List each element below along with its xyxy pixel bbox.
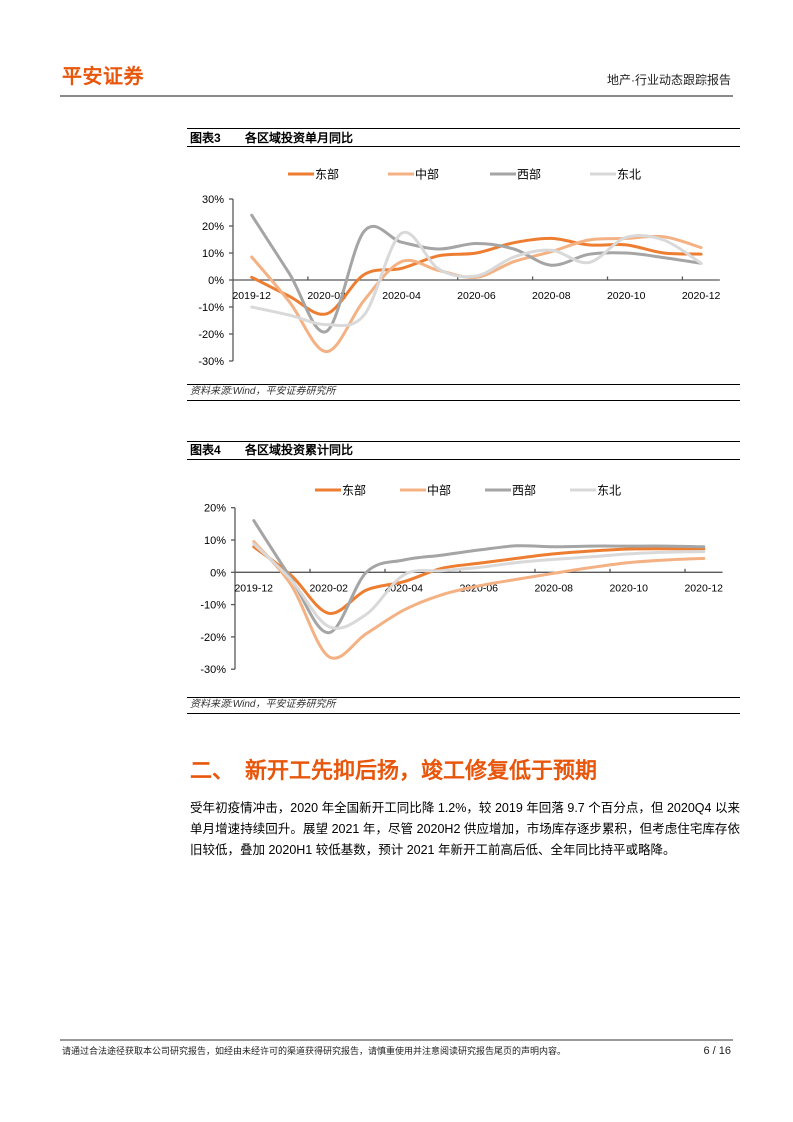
footer-divider bbox=[60, 1039, 733, 1041]
paragraph-line: 旧较低，叠加 2020H1 较低基数，预计 2021 年新开工前高后低、全年同比… bbox=[190, 843, 676, 857]
figure-3-title-rule bbox=[187, 146, 740, 147]
chart-cumulative-yoy: 东部 中部 西部 东北 20% 10% 0% -10% -20% -30% 2019-12 2020-… bbox=[200, 483, 723, 677]
legend-item: 东北 bbox=[570, 484, 621, 498]
legend-item: 中部 bbox=[400, 483, 451, 498]
company-logo: 平安证券 bbox=[62, 66, 144, 88]
x-tick-label: 2019-12 bbox=[234, 582, 273, 594]
legend-label: 西部 bbox=[512, 483, 536, 498]
x-tick-label: 2020-08 bbox=[532, 290, 571, 302]
section-number: 二、 bbox=[190, 758, 235, 783]
y-tick-label: -30% bbox=[198, 356, 224, 368]
figure-4-title-text: 各区域投资累计同比 bbox=[245, 443, 354, 457]
y-tick-label: 20% bbox=[202, 221, 224, 233]
figure-4-source: 资料来源:Wind，平安证券研究所 bbox=[190, 699, 336, 710]
x-tick-label: 2020-08 bbox=[534, 582, 573, 594]
section-heading: 二、 新开工先抑后扬，竣工修复低于预期 bbox=[190, 758, 597, 784]
body-paragraph: 受年初疫情冲击，2020 年全国新开工同比降 1.2%，较 2019 年回落 9… bbox=[190, 798, 740, 861]
series-line bbox=[250, 230, 703, 328]
y-tick-label: -20% bbox=[198, 329, 224, 341]
header-divider bbox=[60, 95, 733, 97]
figure-3-label: 图表3 bbox=[190, 131, 221, 145]
x-tick-label: 2020-10 bbox=[607, 290, 646, 302]
y-tick-label: 0% bbox=[210, 567, 226, 579]
footer-disclaimer: 请通过合法途径获取本公司研究报告，如经由未经许可的渠道获得研究报告，请慎重使用并… bbox=[62, 1046, 567, 1056]
series-line bbox=[250, 236, 703, 316]
x-tick-label: 2020-12 bbox=[682, 290, 721, 302]
legend-label: 西部 bbox=[517, 167, 541, 182]
paragraph-line: 受年初疫情冲击，2020 年全国新开工同比降 1.2%，较 2019 年回落 9… bbox=[190, 801, 740, 815]
y-tick-label: 10% bbox=[204, 535, 226, 547]
chart-monthly-yoy: 东部 中部 西部 东北 30% 20% 10% 0% -10% -20% -30% 2019-12 20… bbox=[198, 167, 721, 369]
y-tick-label: 10% bbox=[202, 248, 224, 260]
chart-legend: 东部 中部 西部 东北 bbox=[315, 483, 621, 498]
y-tick-label: -10% bbox=[198, 302, 224, 314]
x-tick-label: 2020-06 bbox=[457, 290, 496, 302]
chart-legend: 东部 中部 西部 东北 bbox=[288, 167, 641, 182]
figure-3-source-top-rule bbox=[187, 384, 740, 385]
section-title: 新开工先抑后扬，竣工修复低于预期 bbox=[245, 758, 598, 783]
legend-item: 西部 bbox=[485, 483, 536, 498]
paragraph-line: 单月增速持续回升。展望 2021 年，尽管 2020H2 供应增加，市场库存逐步… bbox=[190, 822, 740, 836]
x-tick-label: 2020-12 bbox=[684, 582, 723, 594]
y-tick-label: -20% bbox=[200, 632, 226, 644]
legend-label: 东北 bbox=[597, 484, 621, 498]
y-tick-label: 0% bbox=[208, 275, 224, 287]
x-tick-label: 2019-12 bbox=[232, 290, 271, 302]
legend-label: 中部 bbox=[427, 483, 451, 498]
report-type: 地产·行业动态跟踪报告 bbox=[607, 73, 731, 87]
y-tick-label: 30% bbox=[202, 194, 224, 206]
legend-label: 中部 bbox=[415, 167, 439, 182]
legend-item: 东部 bbox=[288, 167, 339, 182]
page-number: 6 / 16 bbox=[703, 1045, 731, 1057]
series-line bbox=[252, 540, 706, 660]
figure-4-top-rule bbox=[187, 441, 740, 442]
y-tick-label: -10% bbox=[200, 600, 226, 612]
legend-label: 东部 bbox=[342, 483, 366, 498]
legend-item: 东部 bbox=[315, 483, 366, 498]
series-line bbox=[252, 542, 706, 630]
x-tick-label: 2020-04 bbox=[382, 290, 421, 302]
series-line bbox=[252, 545, 706, 615]
figure-3-title-text: 各区域投资单月同比 bbox=[245, 131, 354, 145]
figure-4-label: 图表4 bbox=[190, 443, 221, 457]
legend-label: 东北 bbox=[617, 168, 641, 182]
figure-4-source-top-rule bbox=[187, 697, 740, 698]
figure-3-bottom-rule bbox=[187, 400, 740, 401]
x-tick-label: 2020-10 bbox=[609, 582, 648, 594]
figure-3-top-rule bbox=[187, 128, 740, 129]
figure-4-title-rule bbox=[187, 459, 740, 460]
figure-3-source: 资料来源:Wind，平安证券研究所 bbox=[190, 386, 336, 397]
figure-3-title: 图表3 各区域投资单月同比 bbox=[190, 130, 353, 146]
figure-4-bottom-rule bbox=[187, 713, 740, 714]
legend-label: 东部 bbox=[315, 167, 339, 182]
figure-4-title: 图表4 各区域投资累计同比 bbox=[190, 442, 353, 458]
legend-item: 西部 bbox=[490, 167, 541, 182]
legend-item: 东北 bbox=[590, 168, 641, 182]
x-tick-label: 2020-02 bbox=[307, 290, 346, 302]
x-tick-label: 2020-02 bbox=[309, 582, 348, 594]
legend-item: 中部 bbox=[388, 167, 439, 182]
series-line bbox=[252, 519, 706, 635]
y-tick-label: 20% bbox=[204, 503, 226, 515]
series-line bbox=[250, 213, 703, 334]
y-tick-label: -30% bbox=[200, 664, 226, 676]
